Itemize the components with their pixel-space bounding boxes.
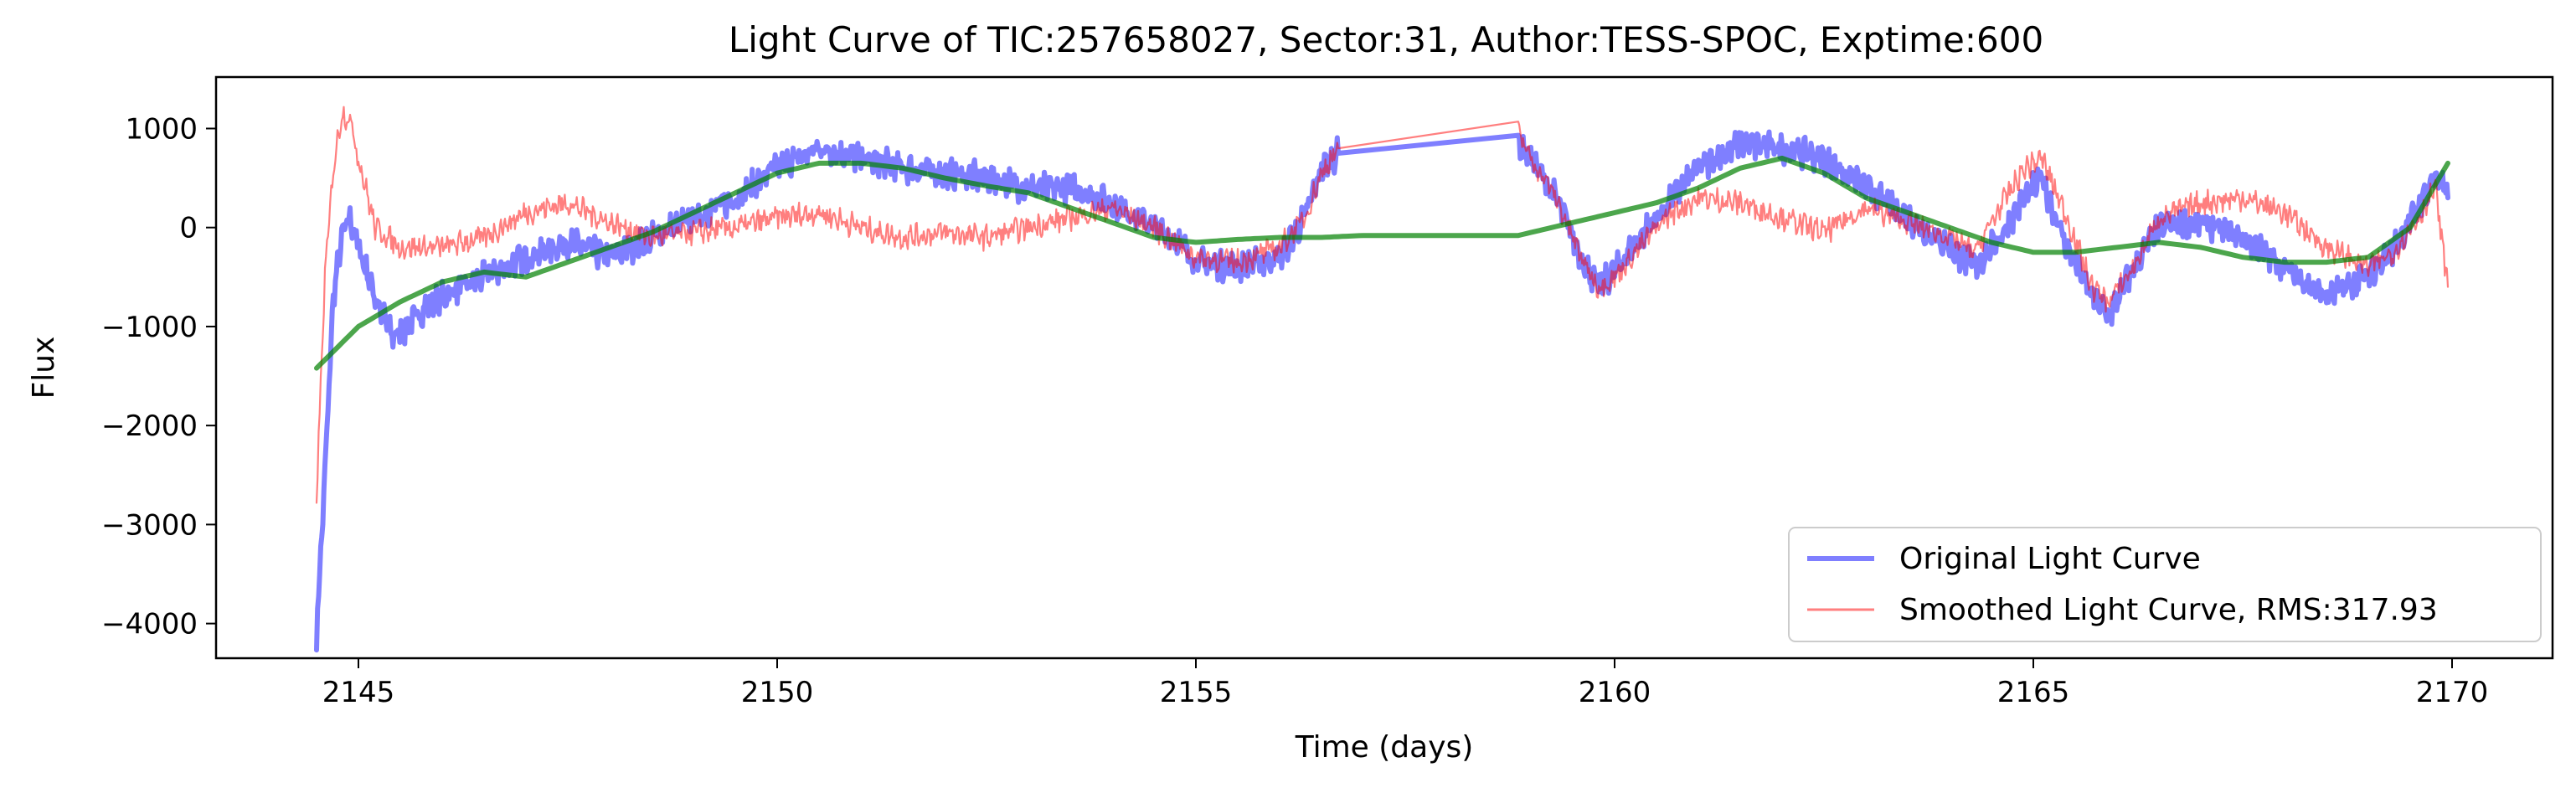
series-trend-fit xyxy=(314,155,2450,371)
chart-title: Light Curve of TIC:257658027, Sector:31,… xyxy=(729,19,2043,60)
x-axis-label: Time (days) xyxy=(1295,730,1474,765)
y-axis-label: Flux xyxy=(27,337,61,399)
y-tick-label: −3000 xyxy=(101,508,198,542)
y-tick-label: −1000 xyxy=(101,311,198,344)
plot-area xyxy=(314,106,2450,653)
x-tick-label: 2155 xyxy=(1160,676,1233,709)
x-tick-label: 2165 xyxy=(1997,676,2070,709)
y-tick-label: −4000 xyxy=(101,608,198,641)
y-tick-label: 1000 xyxy=(125,112,198,146)
x-tick-label: 2170 xyxy=(2416,676,2489,709)
legend-label-smoothed: Smoothed Light Curve, RMS:317.93 xyxy=(1899,593,2438,627)
x-tick-label: 2145 xyxy=(322,676,395,709)
legend-label-original: Original Light Curve xyxy=(1899,542,2201,576)
y-tick-label: 0 xyxy=(179,212,198,245)
legend: Original Light Curve Smoothed Light Curv… xyxy=(1788,527,2542,642)
x-tick-label: 2150 xyxy=(741,676,814,709)
y-axis: −4000 −3000 −2000 −1000 0 1000 xyxy=(101,112,216,641)
legend-box xyxy=(1788,527,2542,642)
y-tick-label: −2000 xyxy=(101,409,198,443)
plot-frame xyxy=(214,75,2554,660)
x-tick-label: 2160 xyxy=(1579,676,1651,709)
series-smoothed-light-curve xyxy=(315,106,2450,504)
x-axis: 2145 2150 2155 2160 2165 2170 xyxy=(322,658,2489,709)
